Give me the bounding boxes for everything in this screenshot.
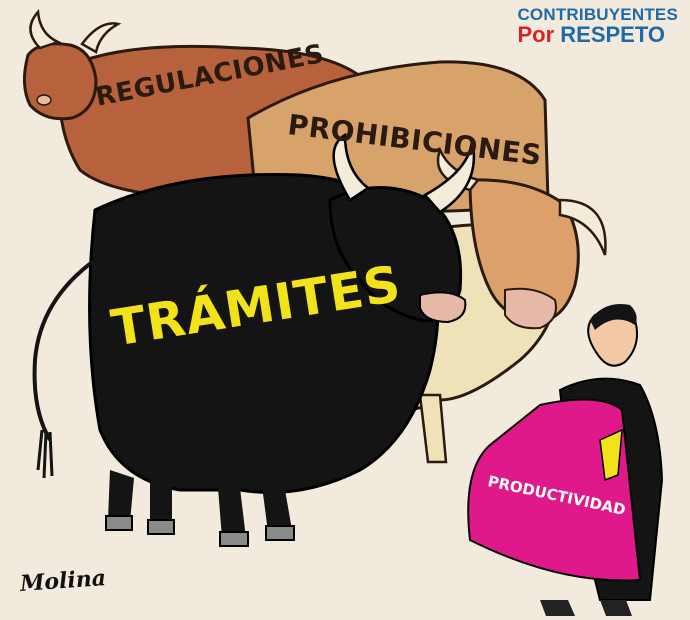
brand-line1: CONTRIBUYENTES [517, 5, 678, 24]
bull-tramites [32, 132, 476, 547]
brand-line2: Por RESPETO [517, 24, 678, 46]
brand-logo: CONTRIBUYENTES Por RESPETO [517, 6, 678, 46]
brand-line2-part2: RESPETO [560, 22, 666, 47]
brand-line2-part1: Por [517, 22, 555, 47]
matador [467, 304, 664, 616]
